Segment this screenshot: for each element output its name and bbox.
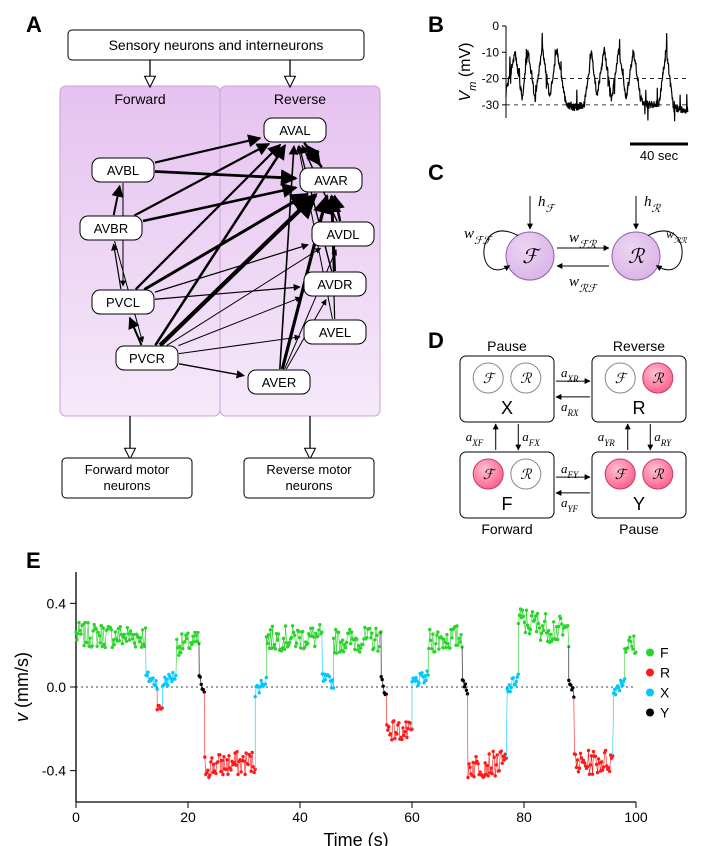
svg-text:AVEL: AVEL [319,325,351,340]
svg-text:Forward: Forward [481,521,532,537]
svg-text:wℱℱ: wℱℱ [464,226,494,247]
svg-text:hℱ: hℱ [538,194,557,215]
svg-text:80: 80 [516,809,532,825]
svg-text:-0.4: -0.4 [42,763,66,779]
svg-text:X: X [660,685,670,701]
svg-text:-10: -10 [482,45,500,59]
svg-text:0.4: 0.4 [47,595,67,611]
svg-text:0: 0 [72,809,80,825]
svg-text:F: F [660,645,669,661]
svg-text:AVAL: AVAL [279,123,310,138]
svg-text:wℛℱ: wℛℱ [569,274,599,295]
svg-text:ℛ: ℛ [652,372,664,387]
svg-text:PVCL: PVCL [106,295,140,310]
svg-text:aRY: aRY [654,429,672,448]
svg-text:Pause: Pause [619,521,659,537]
svg-text:ℛ: ℛ [520,468,532,483]
svg-text:R: R [660,665,670,681]
svg-text:ℛ: ℛ [628,246,646,268]
svg-text:0.0: 0.0 [47,679,67,695]
svg-text:AVDR: AVDR [317,277,352,292]
svg-text:F: F [502,494,513,514]
svg-text:40 sec: 40 sec [640,148,679,163]
svg-text:AVDL: AVDL [327,227,360,242]
svg-text:Forward: Forward [114,91,165,107]
figure-svg: Sensory neurons and interneurons Forward R… [0,0,708,846]
svg-text:60: 60 [404,809,420,825]
svg-text:-20: -20 [482,72,500,86]
svg-text:0: 0 [492,19,499,33]
svg-text:aRX: aRX [561,399,579,418]
svg-text:v (mm/s): v (mm/s) [12,652,32,722]
svg-text:Pause: Pause [487,338,527,354]
svg-text:PVCR: PVCR [129,351,165,366]
svg-text:aXF: aXF [466,429,484,448]
svg-text:40: 40 [292,809,308,825]
svg-text:Reverse motor: Reverse motor [266,462,352,477]
svg-text:Reverse: Reverse [274,91,326,107]
svg-text:wℛℛ: wℛℛ [666,227,687,245]
svg-text:aFX: aFX [522,429,540,448]
svg-text:aYF: aYF [561,495,579,514]
svg-text:Y: Y [633,494,645,514]
svg-text:AVBR: AVBR [94,221,128,236]
svg-text:hℛ: hℛ [644,194,662,215]
svg-text:Vm (mV): Vm (mV) [457,43,479,102]
svg-text:20: 20 [180,809,196,825]
svg-text:ℛ: ℛ [520,372,532,387]
svg-text:Y: Y [660,705,670,721]
svg-text:Time (s): Time (s) [323,830,388,846]
figure-stage: A B C D E Sensory neurons and interneuro… [0,0,708,846]
svg-text:X: X [501,398,513,418]
svg-text:Forward motor: Forward motor [85,462,170,477]
svg-text:-30: -30 [482,98,500,112]
svg-text:R: R [633,398,646,418]
svg-text:ℛ: ℛ [652,468,664,483]
svg-text:neurons: neurons [286,478,333,493]
svg-text:neurons: neurons [104,478,151,493]
svg-text:AVER: AVER [262,375,296,390]
svg-text:Sensory neurons and interneuro: Sensory neurons and interneurons [109,37,324,53]
svg-text:AVAR: AVAR [314,173,347,188]
svg-text:100: 100 [624,809,648,825]
svg-text:AVBL: AVBL [107,163,139,178]
svg-text:Reverse: Reverse [613,338,665,354]
svg-text:aYR: aYR [598,429,616,448]
